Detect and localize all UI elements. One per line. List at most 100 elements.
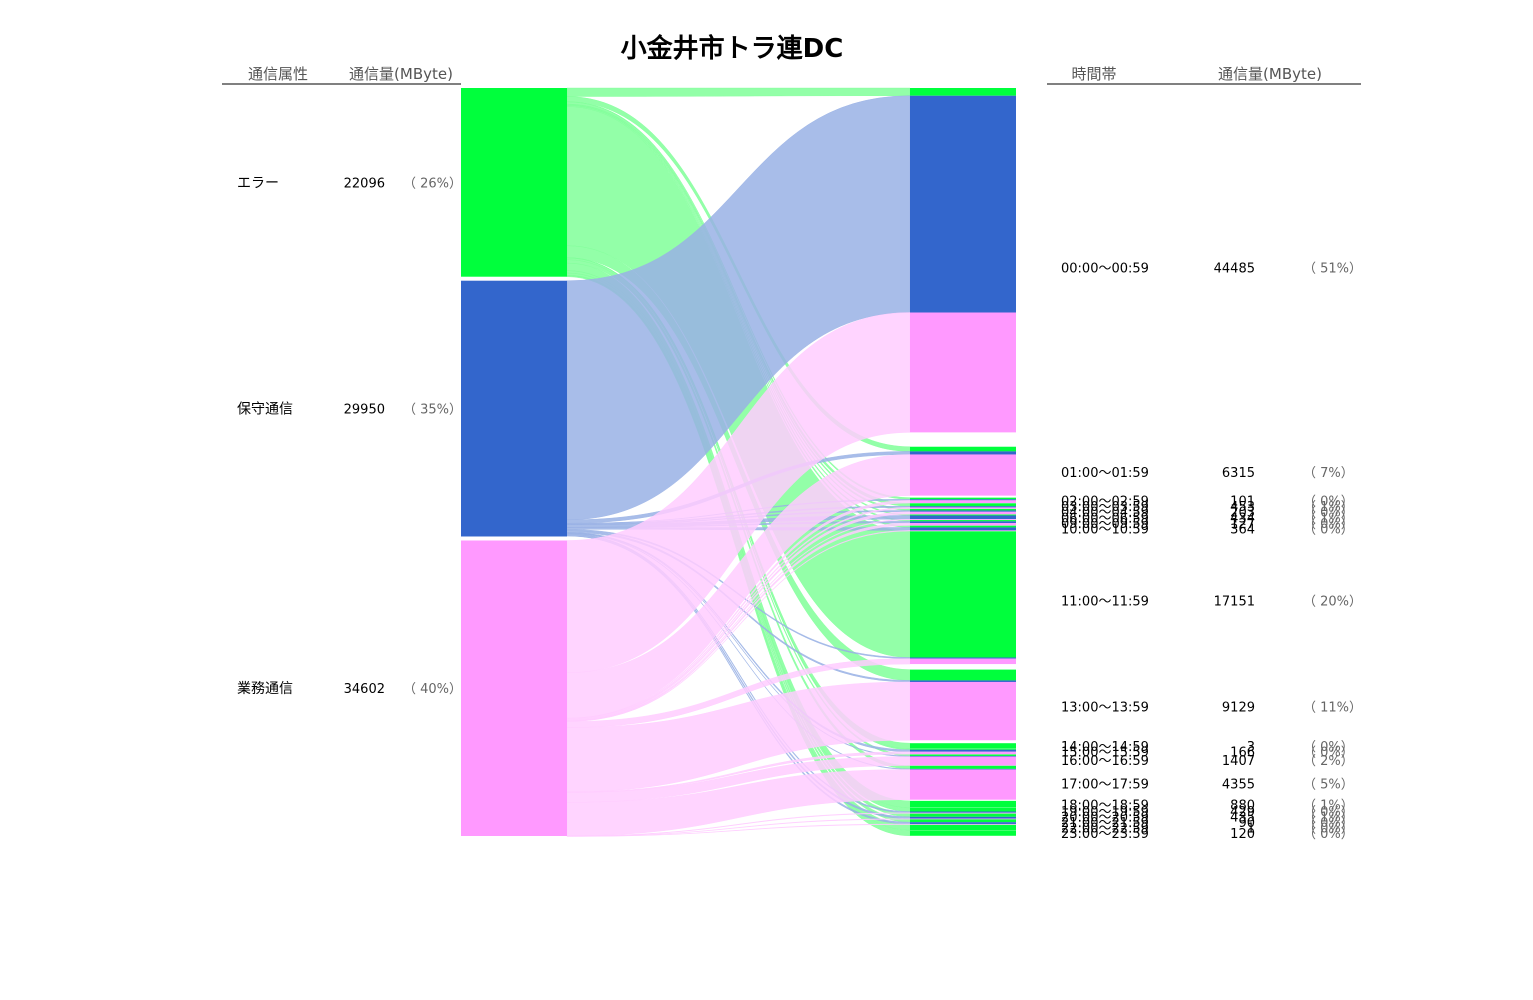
target-percent: （ 1%） <box>1303 798 1354 813</box>
target-value: 364 <box>1230 522 1255 537</box>
target-segment <box>910 454 1016 496</box>
target-value: 90 <box>1238 816 1255 831</box>
target-percent: （ 5%） <box>1303 777 1354 792</box>
target-value: 880 <box>1230 798 1255 813</box>
target-segment <box>910 508 1016 511</box>
target-segment <box>910 748 1016 750</box>
right-header-volume: 通信量(MByte) <box>1218 65 1322 83</box>
target-segment <box>910 527 1016 531</box>
target-label: 14:00～14:59 <box>1061 740 1149 755</box>
target-value: 435 <box>1230 810 1255 825</box>
target-percent: （ 0%） <box>1303 494 1354 509</box>
target-percent: （ 2%） <box>1303 754 1354 769</box>
flow-link <box>566 756 911 803</box>
flow-link <box>566 530 911 722</box>
target-value: 101 <box>1230 494 1255 509</box>
flow-link <box>566 812 911 837</box>
target-label: 03:00～03:59 <box>1061 500 1149 515</box>
target-segment <box>910 822 1016 824</box>
target-percent: （ 0%） <box>1303 805 1354 820</box>
source-label: エラー <box>237 175 279 191</box>
target-label: 20:00～20:59 <box>1061 810 1149 825</box>
target-value: 166 <box>1230 746 1255 761</box>
flow-layer <box>566 87 911 837</box>
target-label: 04:00～04:59 <box>1061 506 1149 521</box>
target-value: 1407 <box>1222 754 1255 769</box>
target-segment <box>910 819 1016 823</box>
target-value: 9129 <box>1222 700 1255 715</box>
target-segment <box>910 521 1016 524</box>
target-segment <box>910 530 1016 532</box>
source-percent: （ 26%） <box>403 176 462 191</box>
target-label: 11:00～11:59 <box>1061 594 1149 609</box>
target-percent: （ 0%） <box>1303 522 1354 537</box>
node-layer <box>461 88 1016 836</box>
target-segment <box>910 499 1016 501</box>
source-value: 22096 <box>344 176 385 191</box>
target-segment <box>910 510 1016 512</box>
flow-link <box>566 500 911 719</box>
target-segment <box>910 756 1016 766</box>
target-segment <box>910 749 1016 752</box>
target-value: 44485 <box>1214 261 1255 276</box>
target-segment <box>910 95 1016 313</box>
target-percent: （ 51%） <box>1303 261 1362 276</box>
target-value: 120 <box>1230 827 1255 842</box>
target-segment <box>910 446 1016 452</box>
target-segment <box>910 800 1016 808</box>
target-segment <box>910 657 1016 659</box>
target-label: 13:00～13:59 <box>1061 700 1149 715</box>
flow-link <box>566 507 911 720</box>
target-percent: （ 1%） <box>1303 511 1354 526</box>
target-value: 3 <box>1247 740 1255 755</box>
source-value: 29950 <box>344 403 385 418</box>
target-percent: （ 0%） <box>1303 746 1354 761</box>
target-percent: （ 0%） <box>1303 517 1354 532</box>
target-label: 06:00～06:59 <box>1061 511 1149 526</box>
target-percent: （ 11%） <box>1303 700 1362 715</box>
target-segment <box>910 312 1016 433</box>
target-segment <box>910 751 1016 755</box>
target-segment <box>910 503 1016 507</box>
source-percent: （ 40%） <box>403 682 462 697</box>
target-label: 17:00～17:59 <box>1061 777 1149 792</box>
target-segment <box>910 755 1016 757</box>
target-percent: （ 0%） <box>1303 816 1354 831</box>
target-label: 01:00～01:59 <box>1061 466 1149 481</box>
target-label: 09:00～09:59 <box>1061 517 1149 532</box>
target-segment <box>910 507 1016 509</box>
target-segment <box>910 765 1016 769</box>
target-segment <box>910 515 1016 520</box>
target-label: 10:00～10:59 <box>1061 522 1149 537</box>
target-segment <box>910 514 1016 516</box>
target-segment <box>910 511 1016 515</box>
target-segment <box>910 830 1016 836</box>
target-segment <box>910 520 1016 522</box>
target-label: 15:00～15:59 <box>1061 746 1149 761</box>
target-segment <box>910 811 1016 813</box>
target-value: 203 <box>1230 506 1255 521</box>
target-segment <box>910 451 1016 455</box>
target-segment <box>910 658 1016 665</box>
target-segment <box>910 669 1016 681</box>
target-percent: （ 0%） <box>1303 827 1354 842</box>
target-segment <box>910 681 1016 741</box>
target-segment <box>910 525 1016 528</box>
target-segment <box>910 768 1016 770</box>
source-node <box>461 540 567 836</box>
target-label: 02:00～02:59 <box>1061 494 1149 509</box>
target-segment <box>910 769 1016 800</box>
flow-link <box>566 769 911 836</box>
target-segment <box>910 824 1016 831</box>
source-percent: （ 35%） <box>403 403 462 418</box>
target-segment <box>910 519 1016 520</box>
source-label: 保守通信 <box>237 402 293 418</box>
target-segment <box>910 500 1016 504</box>
target-segment <box>910 823 1016 825</box>
target-value: 4355 <box>1222 777 1255 792</box>
target-segment <box>910 88 1016 96</box>
target-value: 434 <box>1230 511 1255 526</box>
target-segment <box>910 680 1016 682</box>
target-segment <box>910 818 1016 820</box>
